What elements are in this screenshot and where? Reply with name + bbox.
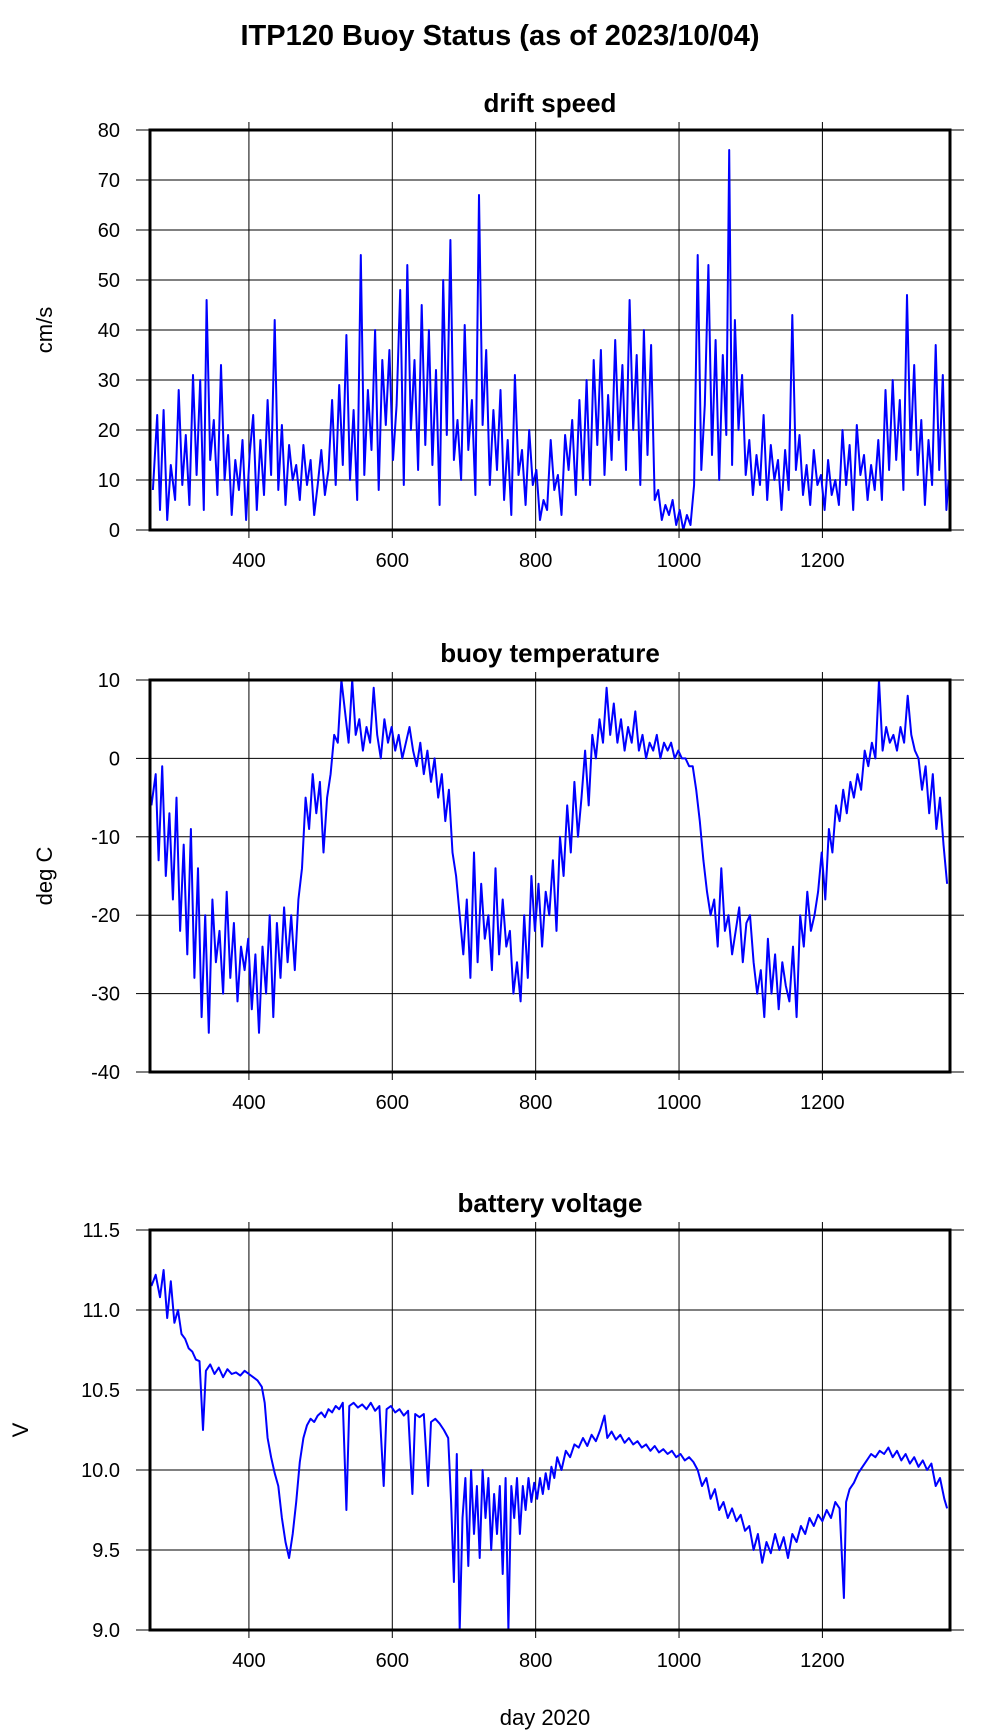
- panel3-y-tick-label: 10.0: [81, 1460, 120, 1482]
- panel2-y-tick-label: -30: [91, 984, 120, 1006]
- panel2-x-tick-label: 800: [519, 1092, 552, 1114]
- panel1-title: drift speed: [484, 88, 617, 118]
- page-title: ITP120 Buoy Status (as of 2023/10/04): [240, 20, 760, 52]
- panel2-y-tick-label: -40: [91, 1062, 120, 1084]
- panel3-y-tick-label: 11.5: [83, 1220, 120, 1242]
- panel3-x-tick-label: 800: [519, 1650, 552, 1672]
- panel1-y-tick-label: 50: [98, 270, 120, 292]
- panel1-y-tick-label: 70: [98, 170, 120, 192]
- panel1-x-tick-label: 800: [519, 550, 552, 572]
- panel1-x-tick-label: 600: [376, 550, 409, 572]
- panel1-y-tick-label: 0: [109, 520, 120, 542]
- panel3-x-tick-label: 600: [376, 1650, 409, 1672]
- panel2-y-axis-label: deg C: [32, 847, 57, 906]
- panel1-y-tick-label: 60: [98, 220, 120, 242]
- panel2-title: buoy temperature: [440, 638, 660, 668]
- panel2-x-tick-label: 400: [232, 1092, 265, 1114]
- panel3-x-tick-label: 400: [232, 1650, 265, 1672]
- panel3-x-axis-label: day 2020: [500, 1705, 591, 1730]
- panel1-y-axis-label: cm/s: [32, 307, 57, 353]
- panel2-y-tick-label: 0: [109, 748, 120, 770]
- panel2-plot-frame: [148, 678, 952, 1074]
- panel3-plot-frame: [148, 1228, 952, 1632]
- panel1-y-tick-label: 40: [98, 320, 120, 342]
- panel3-y-axis-label: V: [8, 1422, 33, 1437]
- panel1-x-tick-label: 1200: [800, 550, 845, 572]
- panel1-plot-frame: [148, 128, 952, 532]
- panel1-x-tick-label: 1000: [657, 550, 702, 572]
- panel3-y-tick-label: 9.0: [92, 1620, 120, 1642]
- panel2-y-tick-label: -20: [91, 905, 120, 927]
- panel1-series-line: [151, 149, 950, 531]
- panel3-y-tick-label: 11.0: [83, 1300, 120, 1322]
- panel1-y-tick-label: 10: [98, 470, 120, 492]
- panel2-y-tick-label: -10: [91, 827, 120, 849]
- panel2-x-tick-label: 1200: [800, 1092, 845, 1114]
- panel2-x-tick-label: 1000: [657, 1092, 702, 1114]
- panel2-x-tick-label: 600: [376, 1092, 409, 1114]
- panel3-y-tick-label: 9.5: [92, 1540, 120, 1562]
- panel3-title: battery voltage: [458, 1188, 643, 1218]
- panel2-y-tick-label: 10: [98, 670, 120, 692]
- panel1-y-tick-label: 30: [98, 370, 120, 392]
- panel1-y-tick-label: 80: [98, 120, 120, 142]
- panel3-x-tick-label: 1000: [657, 1650, 702, 1672]
- panel1-x-tick-label: 400: [232, 550, 265, 572]
- panel3-x-tick-label: 1200: [800, 1650, 845, 1672]
- panel3-series-line: [150, 1269, 949, 1631]
- panel1-y-tick-label: 20: [98, 420, 120, 442]
- panel2-series-line: [150, 679, 949, 1034]
- panel3-y-tick-label: 10.5: [81, 1380, 120, 1402]
